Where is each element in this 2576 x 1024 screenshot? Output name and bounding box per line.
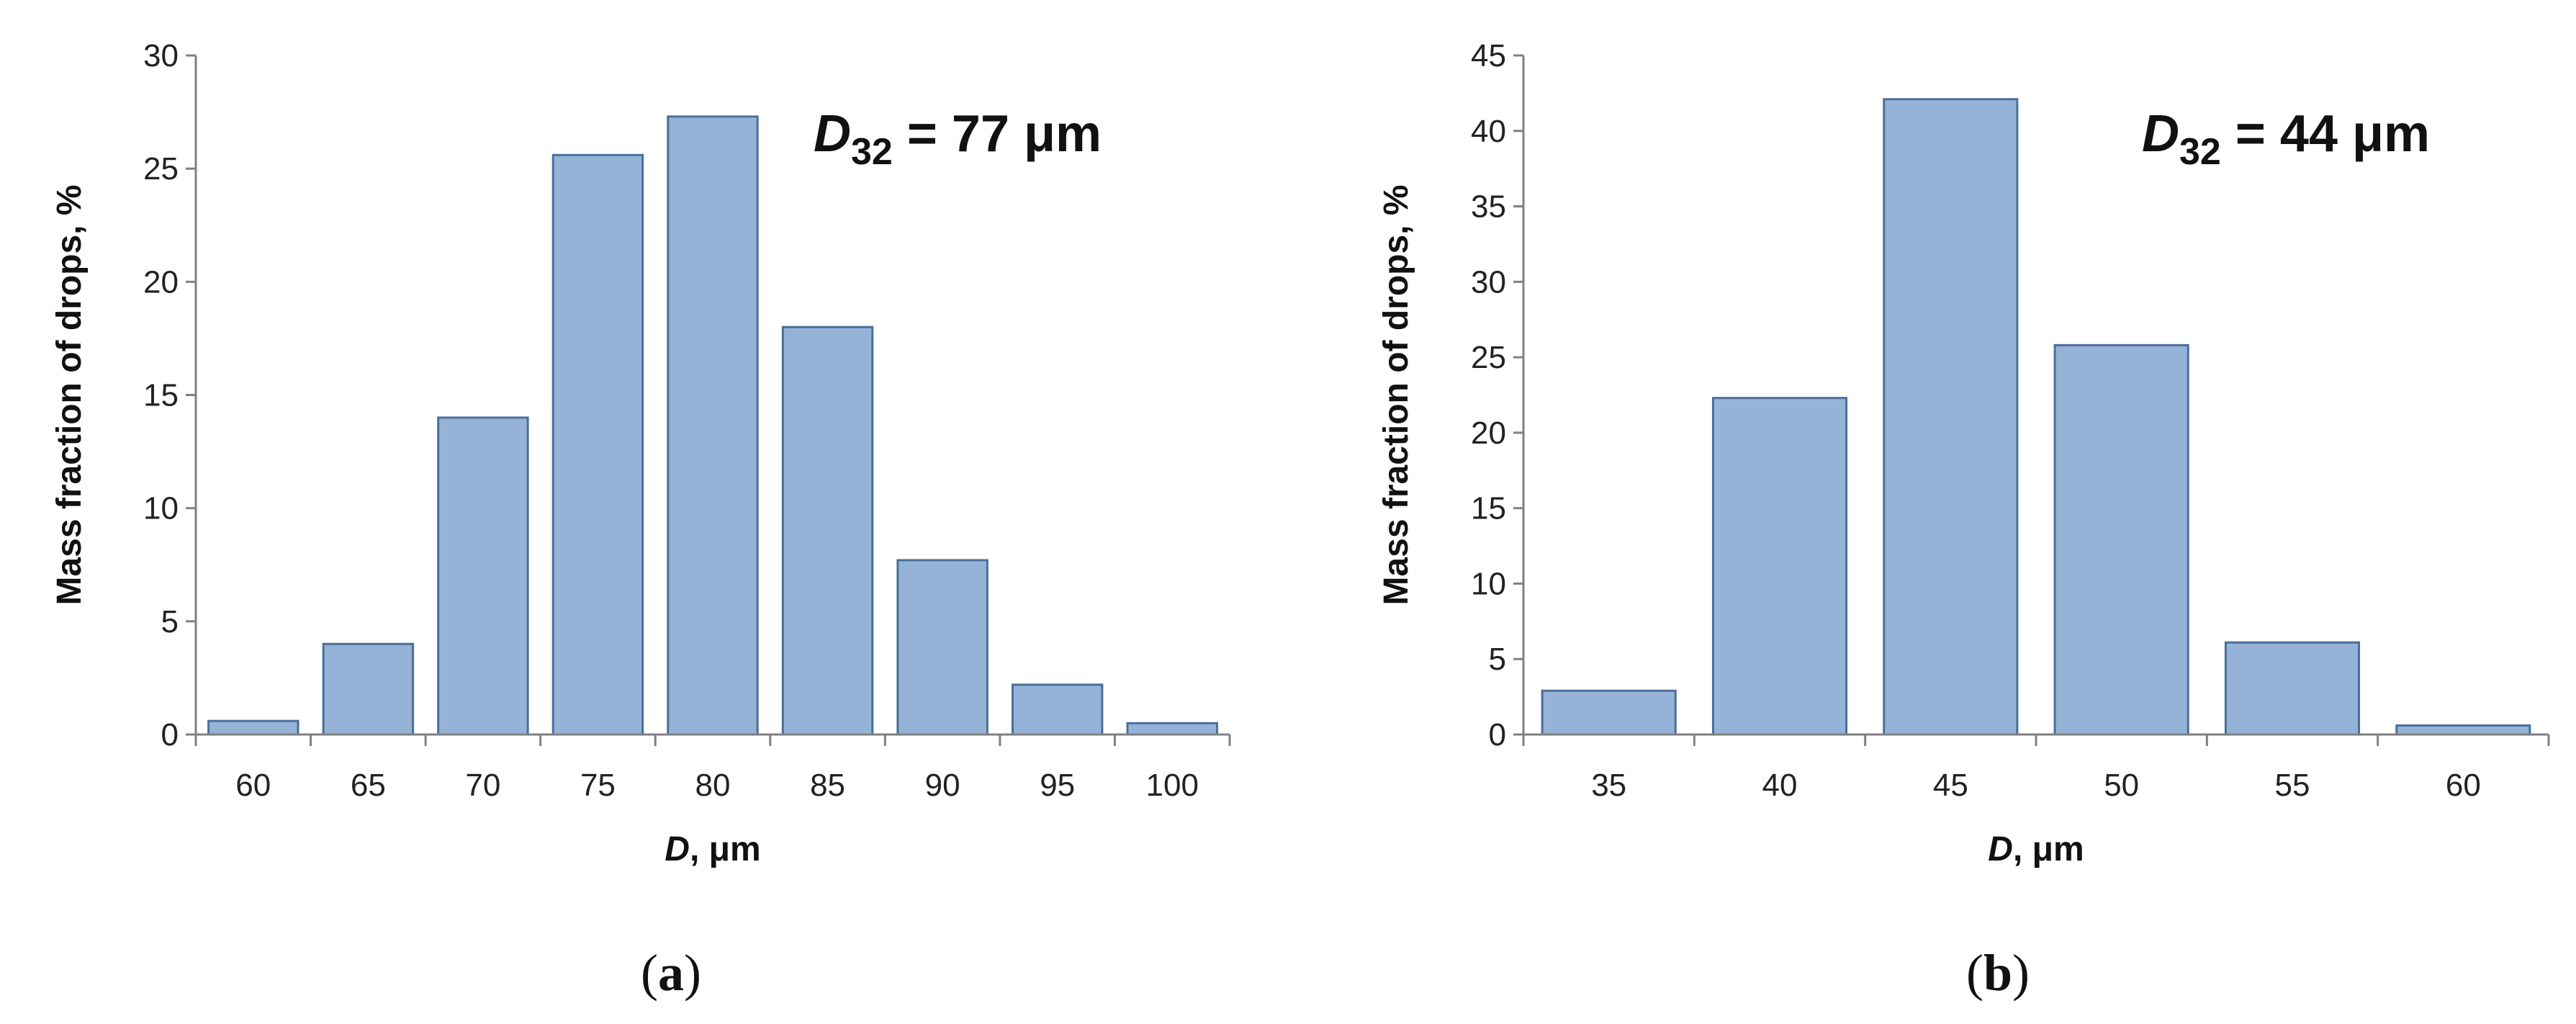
- y-tick-label: 10: [1471, 566, 1506, 601]
- y-axis-label: Mass fraction of drops, %: [50, 184, 89, 605]
- x-tick-label: 35: [1591, 768, 1626, 803]
- x-tick-label: 80: [695, 768, 731, 803]
- x-tick-label: 95: [1040, 768, 1075, 803]
- y-tick-label: 15: [1471, 491, 1506, 526]
- bar-85: [781, 325, 874, 736]
- x-tick-label: 75: [580, 768, 616, 803]
- x-tick-label: 50: [2104, 768, 2139, 803]
- annotation-subscript: 32: [851, 131, 893, 173]
- annotation-text: = 44 μm: [2221, 105, 2430, 163]
- bar-55: [2224, 641, 2361, 736]
- x-tick-label: 45: [1933, 768, 1968, 803]
- bar-100: [1126, 722, 1218, 736]
- y-tick-label: 35: [1471, 189, 1506, 225]
- y-tick-label: 25: [1471, 340, 1506, 375]
- bar-80: [667, 115, 759, 736]
- panel-label: (b): [1966, 944, 2030, 1002]
- d32-annotation: D32 = 77 μm: [814, 105, 1102, 173]
- bar-35: [1541, 689, 1677, 736]
- x-tick-label: 70: [465, 768, 500, 803]
- x-tick-label: 90: [925, 768, 960, 803]
- x-axis-label-symbol: D: [665, 830, 690, 868]
- x-tick-label: 100: [1146, 768, 1199, 803]
- bar-50: [2053, 343, 2189, 736]
- y-tick-label: 30: [1471, 264, 1506, 300]
- x-axis-label: D, μm: [1988, 830, 2084, 868]
- x-axis-label: D, μm: [665, 830, 760, 868]
- y-tick-label: 0: [1489, 717, 1506, 753]
- bar-60: [207, 719, 300, 736]
- y-tick-label: 40: [1471, 114, 1506, 149]
- y-tick-label: 0: [161, 717, 179, 753]
- y-tick-label: 5: [161, 604, 179, 639]
- y-axis-label: Mass fraction of drops, %: [1377, 184, 1415, 605]
- panel-label-letter: a: [658, 944, 684, 1002]
- bar-90: [896, 559, 988, 736]
- panel-label-open: (: [1966, 944, 1983, 1002]
- panel-label-letter: b: [1983, 944, 2012, 1002]
- y-tick-label: 5: [1489, 642, 1506, 677]
- panel-label-close: ): [684, 944, 701, 1002]
- y-tick-label: 30: [143, 38, 179, 73]
- y-tick-label: 45: [1471, 38, 1506, 73]
- panel-label-open: (: [641, 944, 658, 1002]
- bar-60: [2395, 724, 2531, 736]
- x-tick-label: 85: [810, 768, 845, 803]
- y-tick-label: 20: [143, 264, 179, 300]
- y-tick-label: 25: [143, 151, 179, 187]
- bar-40: [1711, 397, 1848, 736]
- annotation-subscript: 32: [2179, 131, 2221, 173]
- bar-75: [551, 153, 644, 736]
- x-tick-label: 60: [2446, 768, 2481, 803]
- d32-annotation: D32 = 44 μm: [2142, 105, 2430, 173]
- y-tick-label: 15: [143, 378, 179, 413]
- x-axis-label-text: , μm: [2013, 830, 2084, 868]
- bar-65: [322, 642, 415, 736]
- bar-95: [1011, 683, 1104, 736]
- annotation-symbol: D: [814, 105, 851, 163]
- annotation-text: = 77 μm: [893, 105, 1102, 163]
- x-axis-label-text: , μm: [690, 830, 761, 868]
- x-tick-label: 60: [235, 768, 271, 803]
- x-tick-label: 40: [1762, 768, 1798, 803]
- x-tick-label: 65: [351, 768, 386, 803]
- panel-label: (a): [641, 944, 701, 1002]
- y-tick-label: 10: [143, 491, 179, 526]
- panel-label-close: ): [2012, 944, 2030, 1002]
- annotation-symbol: D: [2142, 105, 2179, 163]
- bar-70: [437, 416, 529, 736]
- bar-45: [1883, 98, 2019, 736]
- x-tick-label: 55: [2275, 768, 2310, 803]
- x-axis-label-symbol: D: [1988, 830, 2013, 868]
- y-tick-label: 20: [1471, 416, 1506, 451]
